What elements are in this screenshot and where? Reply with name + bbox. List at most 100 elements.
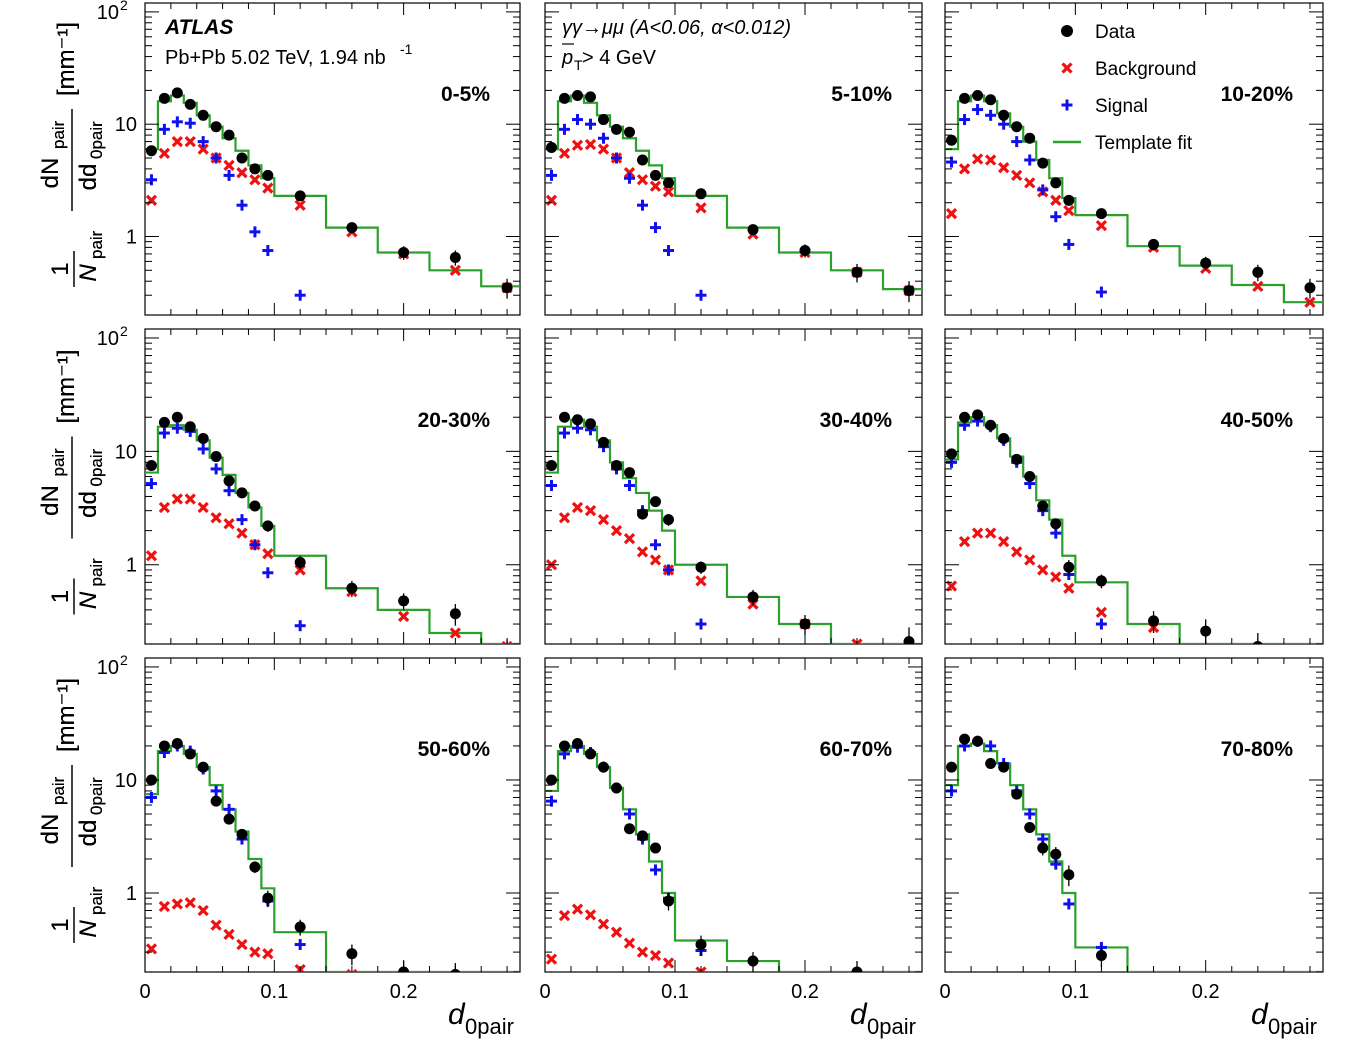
background-point-stroke-b <box>145 550 158 562</box>
x-tick-label: 0.2 <box>1192 981 1220 1003</box>
data-point <box>985 419 997 431</box>
y-axis-label-n-sub: pair <box>87 558 106 587</box>
process-label: γγ→μμ (A<0.06, α<0.012) <box>562 17 791 39</box>
background-point-stroke-b <box>958 535 971 548</box>
background-point <box>695 966 707 972</box>
signal-point <box>236 199 248 211</box>
template-fit-line <box>545 418 922 644</box>
y-axis-label-dd-sub: 0pair <box>87 777 106 815</box>
data-point <box>1304 282 1316 294</box>
background-point <box>545 194 558 206</box>
data-point <box>158 416 170 428</box>
background-point <box>249 174 261 186</box>
background-point-stroke-b <box>649 554 662 566</box>
panel-marks <box>545 411 922 644</box>
x-tick-label: 0.1 <box>661 981 689 1003</box>
y-axis-label-unit: [mm⁻¹] <box>53 678 80 752</box>
data-point <box>1252 266 1264 278</box>
y-axis-label-dd-sub: 0pair <box>87 448 106 486</box>
background-point-stroke-b <box>1095 606 1108 619</box>
background-point-stroke-b <box>449 627 461 639</box>
data-point <box>985 94 997 106</box>
y-axis-label-one: 1 <box>47 918 74 931</box>
signal-point <box>223 169 235 181</box>
data-point <box>624 126 635 138</box>
y-axis-label-n-sub: pair <box>87 230 106 259</box>
y-axis-label-dd: dd <box>75 820 102 847</box>
data-point <box>1037 842 1049 854</box>
data-point <box>223 475 235 487</box>
data-point <box>1063 869 1075 881</box>
y-axis-label-unit: [mm⁻¹] <box>53 22 80 96</box>
data-point <box>1095 575 1107 587</box>
y-axis-label-n-sub: pair <box>87 230 106 259</box>
data-point <box>585 418 596 430</box>
data-point <box>650 496 661 508</box>
y-axis-label-dd-sub: 0pair <box>87 777 106 815</box>
background-point <box>210 512 222 524</box>
y-tick-label-exp: 2 <box>120 652 128 668</box>
y-axis-label-n-sub: pair <box>87 886 106 915</box>
signal-point <box>210 785 222 797</box>
signal-point <box>663 245 674 257</box>
panel-frame <box>144 328 521 645</box>
x-axis-label: d 0pair <box>448 998 514 1039</box>
background-point <box>610 524 623 537</box>
signal-point <box>1050 527 1062 539</box>
signal-point <box>294 289 306 301</box>
y-axis-label-dn: dN <box>37 158 64 189</box>
y-axis-label-one: 1 <box>47 590 74 603</box>
y-axis-label-dd: dd <box>75 164 102 191</box>
y-axis-label-n: N <box>75 920 102 938</box>
background-point <box>971 153 984 165</box>
background-point-stroke-b <box>998 162 1010 174</box>
centrality-label: 5-10% <box>831 83 892 106</box>
y-axis-label-dn: dN <box>37 814 64 845</box>
background-point-stroke-b <box>984 527 997 539</box>
data-point <box>1200 257 1212 269</box>
background-point-stroke-b <box>145 194 158 206</box>
legend-entry-Signal: Signal <box>1061 96 1148 117</box>
data-point <box>210 121 222 133</box>
panel-frame <box>544 657 923 973</box>
background-point <box>851 638 863 644</box>
background-point <box>1095 219 1108 232</box>
data-point <box>294 190 306 202</box>
background-point-stroke-b <box>249 946 261 958</box>
background-point <box>501 640 513 644</box>
signal-point <box>1095 618 1107 630</box>
x-axis-label: d 0pair <box>850 998 916 1039</box>
y-tick-label: 10 <box>115 114 137 136</box>
background-point <box>184 135 196 148</box>
signal-point <box>210 463 222 475</box>
data-point <box>799 245 811 257</box>
background-point-stroke-b <box>545 194 558 206</box>
y-axis-label-unit: [mm⁻¹] <box>53 22 80 96</box>
signal-point <box>959 114 971 126</box>
centrality-label: 50-60% <box>418 738 491 761</box>
data-point <box>171 738 183 750</box>
background-point-stroke-b <box>1024 554 1036 566</box>
data-point <box>249 500 261 512</box>
background-point <box>158 147 171 159</box>
signal-point <box>210 152 222 164</box>
signal-point <box>650 864 661 876</box>
signal-point <box>158 123 170 135</box>
background-point <box>223 518 235 530</box>
y-axis-label-one: 1 <box>47 262 74 275</box>
signal-point <box>249 539 261 551</box>
legend-label: Data <box>1095 22 1136 43</box>
y-axis-label-dd-sub: 0pair <box>87 121 106 159</box>
signal-point <box>236 514 248 526</box>
background-point <box>1201 643 1210 644</box>
data-point <box>184 98 196 110</box>
signal-point <box>197 136 209 148</box>
data-point <box>1095 208 1107 220</box>
x-axis-label: d 0pair <box>1251 998 1317 1039</box>
data-point <box>1024 132 1036 144</box>
signal-point <box>223 485 235 497</box>
background-point-stroke-b <box>184 897 196 909</box>
